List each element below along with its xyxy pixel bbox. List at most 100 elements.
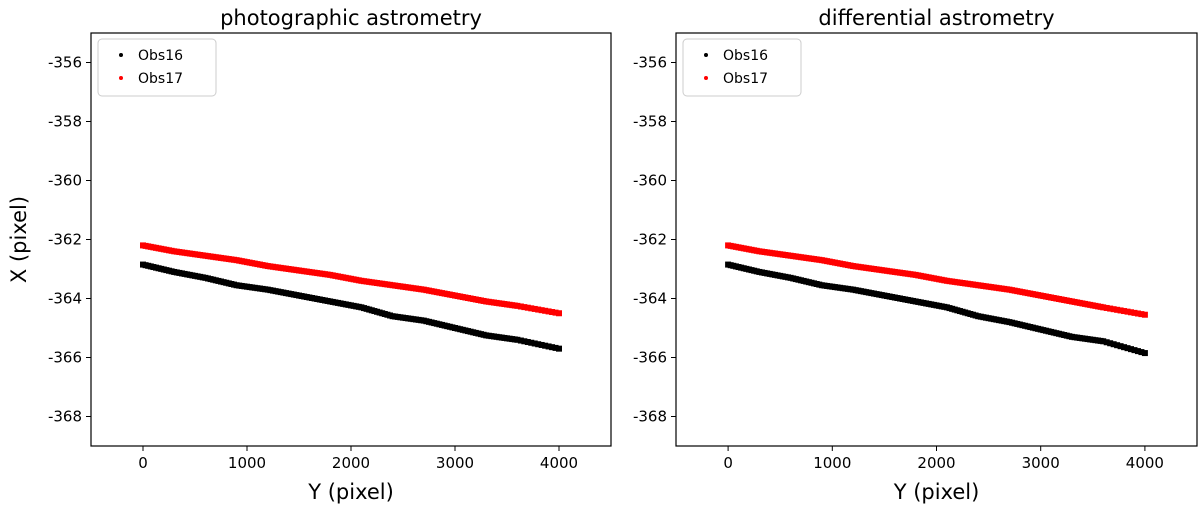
x-tick-label: 4000: [1126, 454, 1164, 472]
data-point: [514, 302, 521, 309]
x-tick-label: 0: [138, 454, 148, 472]
y-tick-label: -366: [48, 349, 82, 367]
data-point: [528, 305, 535, 312]
data-point: [1103, 339, 1110, 346]
x-tick-label: 1000: [813, 454, 851, 472]
data-point: [1117, 307, 1124, 314]
data-point: [549, 309, 556, 316]
legend-label: Obs17: [723, 71, 768, 87]
data-point: [1134, 310, 1141, 317]
data-point: [521, 304, 528, 311]
data-point: [517, 303, 524, 310]
x-axis-label: Y (pixel): [307, 480, 394, 504]
legend: Obs16 Obs17: [97, 38, 217, 97]
data-point: [538, 307, 545, 314]
data-point: [1121, 308, 1128, 315]
data-point: [1128, 309, 1135, 316]
y-tick-label: -368: [48, 408, 82, 426]
y-axis-label: X (pixel): [7, 196, 31, 283]
data-point: [528, 339, 535, 346]
data-point: [1124, 308, 1131, 315]
y-tick-label: -358: [48, 113, 82, 131]
x-tick-label: 3000: [436, 454, 474, 472]
legend-box: [97, 38, 217, 97]
data-point: [1131, 347, 1138, 354]
y-tick-label: -364: [633, 290, 667, 308]
y-tick-label: -364: [48, 290, 82, 308]
data-point: [535, 341, 542, 348]
chart-panel-2: differential astrometry 0 1000 2000 3000 4000…: [633, 6, 1198, 504]
legend-box: [682, 38, 802, 97]
data-point: [1124, 345, 1131, 352]
data-point: [1134, 348, 1141, 355]
data-point: [1141, 350, 1148, 357]
data-point: [542, 307, 549, 314]
data-point: [1100, 304, 1107, 311]
chart-title: photographic astrometry: [220, 6, 482, 30]
y-tick-label: -368: [633, 408, 667, 426]
data-point: [1110, 306, 1117, 313]
data-point: [1114, 342, 1121, 349]
plot-area: [140, 242, 562, 352]
data-point: [535, 306, 542, 313]
x-tick-label: 3000: [1022, 454, 1060, 472]
legend-marker: [119, 53, 123, 57]
chart-title: differential astrometry: [818, 6, 1054, 30]
data-point: [524, 339, 531, 346]
data-point: [531, 305, 538, 312]
legend: Obs16 Obs17: [682, 38, 802, 97]
series-obs17: [140, 242, 562, 317]
data-point: [1107, 305, 1114, 312]
data-point: [1131, 309, 1138, 316]
legend-label: Obs16: [138, 48, 183, 64]
y-tick-label: -362: [48, 231, 82, 249]
data-point: [517, 337, 524, 344]
series-obs17: [725, 242, 1148, 318]
y-tick-label: -366: [633, 349, 667, 367]
legend-marker: [704, 76, 708, 80]
data-point: [1117, 343, 1124, 350]
x-tick-label: 2000: [917, 454, 955, 472]
x-tick-label: 2000: [332, 454, 370, 472]
x-tick-label: 1000: [228, 454, 266, 472]
data-point: [552, 344, 559, 351]
data-point: [1138, 311, 1145, 318]
data-point: [1141, 311, 1148, 318]
data-point: [1114, 306, 1121, 313]
data-point: [1103, 304, 1110, 311]
data-point: [556, 310, 562, 317]
data-point: [538, 341, 545, 348]
data-point: [545, 343, 552, 350]
y-tick-label: -360: [48, 172, 82, 190]
legend-marker: [119, 76, 123, 80]
series-obs16: [725, 261, 1148, 357]
data-point: [1138, 349, 1145, 356]
legend-marker: [704, 53, 708, 57]
y-tick-label: -360: [633, 172, 667, 190]
x-tick-label: 0: [723, 454, 733, 472]
y-tick-label: -362: [633, 231, 667, 249]
data-point: [521, 338, 528, 345]
data-point: [1128, 346, 1135, 353]
data-point: [524, 304, 531, 311]
data-point: [1110, 341, 1117, 348]
data-point: [552, 309, 559, 316]
data-point: [1100, 338, 1107, 345]
series-obs16: [140, 261, 562, 352]
plot-area: [725, 242, 1148, 357]
data-point: [531, 340, 538, 347]
y-tick-label: -358: [633, 113, 667, 131]
data-point: [545, 308, 552, 315]
legend-label: Obs17: [138, 71, 183, 87]
data-point: [556, 345, 562, 352]
x-axis-label: Y (pixel): [893, 480, 980, 504]
y-tick-label: -356: [48, 54, 82, 72]
chart-panel-1: photographic astrometry 0 1000 2000 3000 4000…: [7, 6, 612, 504]
data-point: [1121, 344, 1128, 351]
data-point: [549, 344, 556, 351]
x-tick-label: 4000: [540, 454, 578, 472]
y-tick-label: -356: [633, 54, 667, 72]
data-point: [1107, 340, 1114, 347]
data-point: [514, 336, 521, 343]
